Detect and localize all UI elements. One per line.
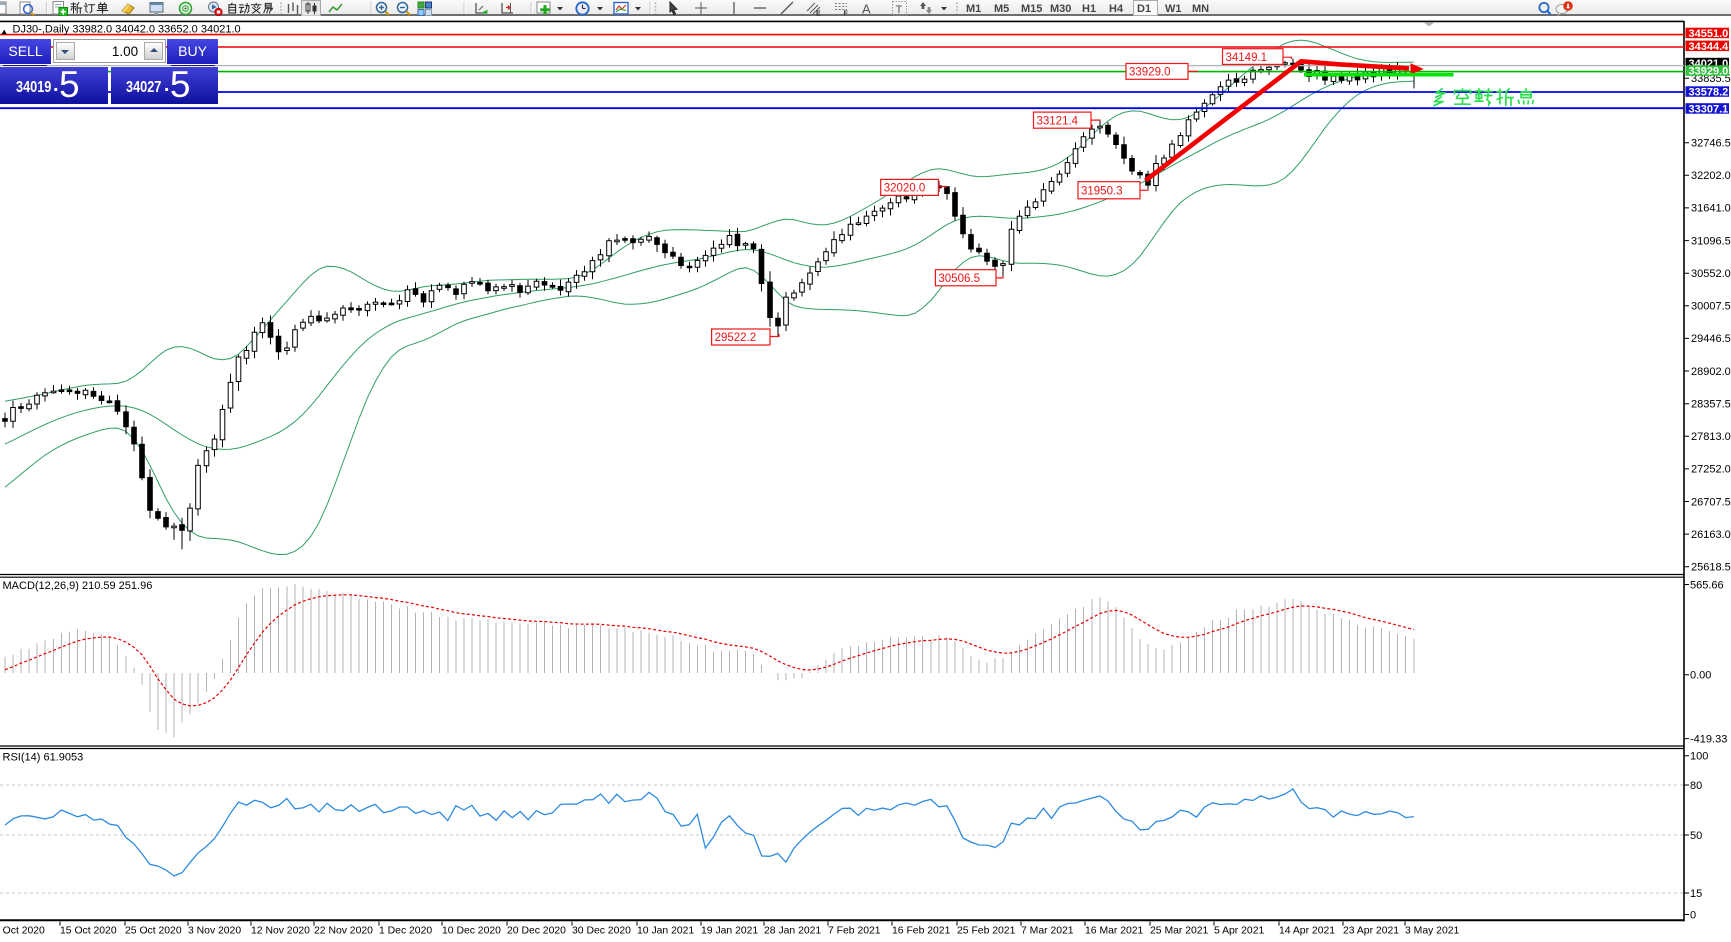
svg-text:32020.0: 32020.0 bbox=[884, 183, 926, 195]
svg-text:30 Dec 2020: 30 Dec 2020 bbox=[572, 926, 631, 937]
svg-text:565.66: 565.66 bbox=[1690, 579, 1724, 591]
svg-text:25 Feb 2021: 25 Feb 2021 bbox=[957, 926, 1016, 937]
svg-text:28 Jan 2021: 28 Jan 2021 bbox=[764, 926, 821, 937]
svg-text:M5: M5 bbox=[994, 3, 1009, 15]
svg-text:29446.5: 29446.5 bbox=[1691, 333, 1731, 345]
svg-text:27252.0: 27252.0 bbox=[1691, 464, 1731, 476]
svg-text:E: E bbox=[816, 11, 821, 17]
svg-text:5 Apr 2021: 5 Apr 2021 bbox=[1214, 926, 1264, 937]
svg-text:50: 50 bbox=[1690, 830, 1702, 842]
svg-text:MN: MN bbox=[1192, 3, 1209, 15]
svg-text:80: 80 bbox=[1690, 780, 1702, 792]
svg-text:33929.0: 33929.0 bbox=[1689, 66, 1729, 78]
svg-text:30506.5: 30506.5 bbox=[938, 273, 980, 285]
svg-text:T: T bbox=[896, 4, 903, 16]
svg-text:33835.5: 33835.5 bbox=[1691, 73, 1731, 85]
svg-text:A: A bbox=[862, 2, 871, 17]
svg-text:1 Dec 2020: 1 Dec 2020 bbox=[379, 926, 432, 937]
svg-text:34551.0: 34551.0 bbox=[1689, 28, 1729, 40]
svg-text:14 Apr 2021: 14 Apr 2021 bbox=[1279, 926, 1335, 937]
svg-text:RSI(14) 61.9053: RSI(14) 61.9053 bbox=[3, 752, 84, 764]
svg-text:3 May 2021: 3 May 2021 bbox=[1405, 926, 1460, 937]
svg-text:33578.2: 33578.2 bbox=[1689, 87, 1729, 99]
svg-text:10 Dec 2020: 10 Dec 2020 bbox=[442, 926, 501, 937]
svg-text:3 Nov 2020: 3 Nov 2020 bbox=[188, 926, 241, 937]
svg-text:8 Oct 2020: 8 Oct 2020 bbox=[0, 926, 45, 937]
svg-text:7 Mar 2021: 7 Mar 2021 bbox=[1021, 926, 1074, 937]
svg-text:M30: M30 bbox=[1050, 3, 1071, 15]
svg-text:10 Jan 2021: 10 Jan 2021 bbox=[637, 926, 694, 937]
svg-text:28357.5: 28357.5 bbox=[1691, 399, 1731, 411]
svg-text:33307.1: 33307.1 bbox=[1689, 104, 1729, 116]
svg-text:-419.33: -419.33 bbox=[1690, 733, 1727, 745]
svg-text:0: 0 bbox=[1690, 909, 1696, 921]
svg-text:15: 15 bbox=[1690, 888, 1702, 900]
svg-text:H1: H1 bbox=[1082, 3, 1096, 15]
svg-text:30007.5: 30007.5 bbox=[1691, 301, 1731, 313]
svg-text:16 Mar 2021: 16 Mar 2021 bbox=[1085, 926, 1144, 937]
svg-text:22 Nov 2020: 22 Nov 2020 bbox=[314, 926, 373, 937]
svg-text:M15: M15 bbox=[1021, 3, 1042, 15]
svg-text:100: 100 bbox=[1690, 751, 1708, 763]
svg-text:27813.0: 27813.0 bbox=[1691, 431, 1731, 443]
svg-text:33121.4: 33121.4 bbox=[1037, 115, 1079, 127]
svg-text:31096.5: 31096.5 bbox=[1691, 235, 1731, 247]
svg-text:M1: M1 bbox=[966, 3, 981, 15]
svg-text:DJ30-,Daily 33982.0 34042.0 3: DJ30-,Daily 33982.0 34042.0 33652.0 3402… bbox=[13, 24, 241, 36]
svg-text:20 Dec 2020: 20 Dec 2020 bbox=[507, 926, 566, 937]
svg-text:32202.0: 32202.0 bbox=[1691, 170, 1731, 182]
svg-text:23 Apr 2021: 23 Apr 2021 bbox=[1343, 926, 1399, 937]
svg-text:25618.5: 25618.5 bbox=[1691, 562, 1731, 574]
svg-text:25 Mar 2021: 25 Mar 2021 bbox=[1150, 926, 1209, 937]
svg-text:32746.5: 32746.5 bbox=[1691, 138, 1731, 150]
svg-text:W1: W1 bbox=[1165, 3, 1182, 15]
svg-text:34149.1: 34149.1 bbox=[1226, 52, 1268, 64]
svg-text:30552.0: 30552.0 bbox=[1691, 268, 1731, 280]
svg-text:31641.0: 31641.0 bbox=[1691, 203, 1731, 215]
svg-text:19 Jan 2021: 19 Jan 2021 bbox=[701, 926, 758, 937]
svg-text:34344.4: 34344.4 bbox=[1689, 41, 1730, 53]
svg-text:7 Feb 2021: 7 Feb 2021 bbox=[828, 926, 881, 937]
svg-text:29522.2: 29522.2 bbox=[715, 332, 757, 344]
svg-text:H4: H4 bbox=[1109, 3, 1124, 15]
svg-text:28902.0: 28902.0 bbox=[1691, 366, 1731, 378]
svg-text:26707.5: 26707.5 bbox=[1691, 496, 1731, 508]
svg-text:25 Oct 2020: 25 Oct 2020 bbox=[125, 926, 182, 937]
svg-text:15 Oct 2020: 15 Oct 2020 bbox=[60, 926, 117, 937]
svg-text:16 Feb 2021: 16 Feb 2021 bbox=[892, 926, 951, 937]
svg-text:MACD(12,26,9) 210.59 251.96: MACD(12,26,9) 210.59 251.96 bbox=[3, 580, 153, 592]
svg-text:33929.0: 33929.0 bbox=[1129, 67, 1171, 79]
svg-text:D1: D1 bbox=[1137, 3, 1151, 15]
svg-text:F: F bbox=[844, 11, 849, 17]
svg-text:26163.0: 26163.0 bbox=[1691, 529, 1731, 541]
svg-text:31950.3: 31950.3 bbox=[1081, 185, 1123, 197]
svg-text:0.00: 0.00 bbox=[1690, 670, 1711, 682]
svg-text:12 Nov 2020: 12 Nov 2020 bbox=[251, 926, 310, 937]
